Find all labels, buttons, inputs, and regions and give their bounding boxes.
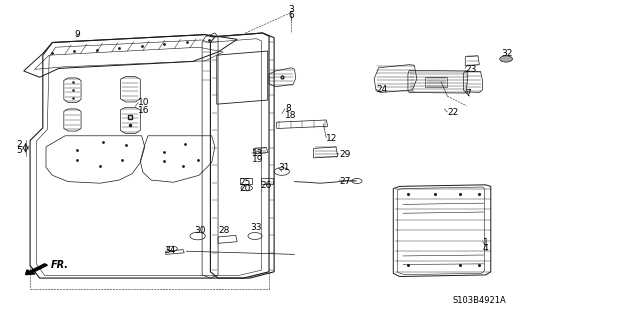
- Text: 27: 27: [339, 176, 351, 186]
- Bar: [261, 178, 273, 184]
- Text: 30: 30: [194, 226, 205, 235]
- Text: S103B4921A: S103B4921A: [452, 296, 506, 305]
- Text: 33: 33: [250, 223, 261, 232]
- Text: 29: 29: [339, 150, 351, 159]
- Text: 4: 4: [483, 244, 488, 253]
- Text: 24: 24: [376, 85, 387, 94]
- Text: 5: 5: [16, 146, 22, 155]
- Text: 3: 3: [289, 5, 294, 14]
- Text: 2: 2: [16, 140, 22, 149]
- FancyArrow shape: [26, 264, 47, 275]
- Text: 10: 10: [138, 98, 150, 107]
- Text: 20: 20: [239, 184, 250, 193]
- Text: 1: 1: [483, 238, 488, 247]
- Text: 26: 26: [260, 181, 272, 190]
- Circle shape: [352, 178, 362, 183]
- Circle shape: [500, 56, 513, 62]
- Polygon shape: [425, 77, 447, 87]
- Text: 19: 19: [252, 155, 263, 164]
- Text: 6: 6: [289, 11, 294, 20]
- Text: 31: 31: [278, 163, 290, 172]
- Text: 8: 8: [285, 104, 291, 113]
- Text: 18: 18: [285, 111, 296, 120]
- Text: 34: 34: [164, 246, 175, 255]
- Text: 9: 9: [75, 30, 81, 39]
- Text: 7: 7: [465, 89, 471, 98]
- Text: 25: 25: [239, 178, 250, 187]
- Text: 28: 28: [218, 226, 229, 235]
- Text: 12: 12: [326, 134, 338, 144]
- Text: 16: 16: [138, 106, 150, 115]
- Text: 13: 13: [252, 149, 263, 158]
- Text: 23: 23: [465, 65, 477, 74]
- Text: 22: 22: [447, 108, 459, 116]
- Bar: [241, 178, 252, 184]
- Text: 32: 32: [502, 49, 513, 58]
- Text: FR.: FR.: [51, 260, 69, 271]
